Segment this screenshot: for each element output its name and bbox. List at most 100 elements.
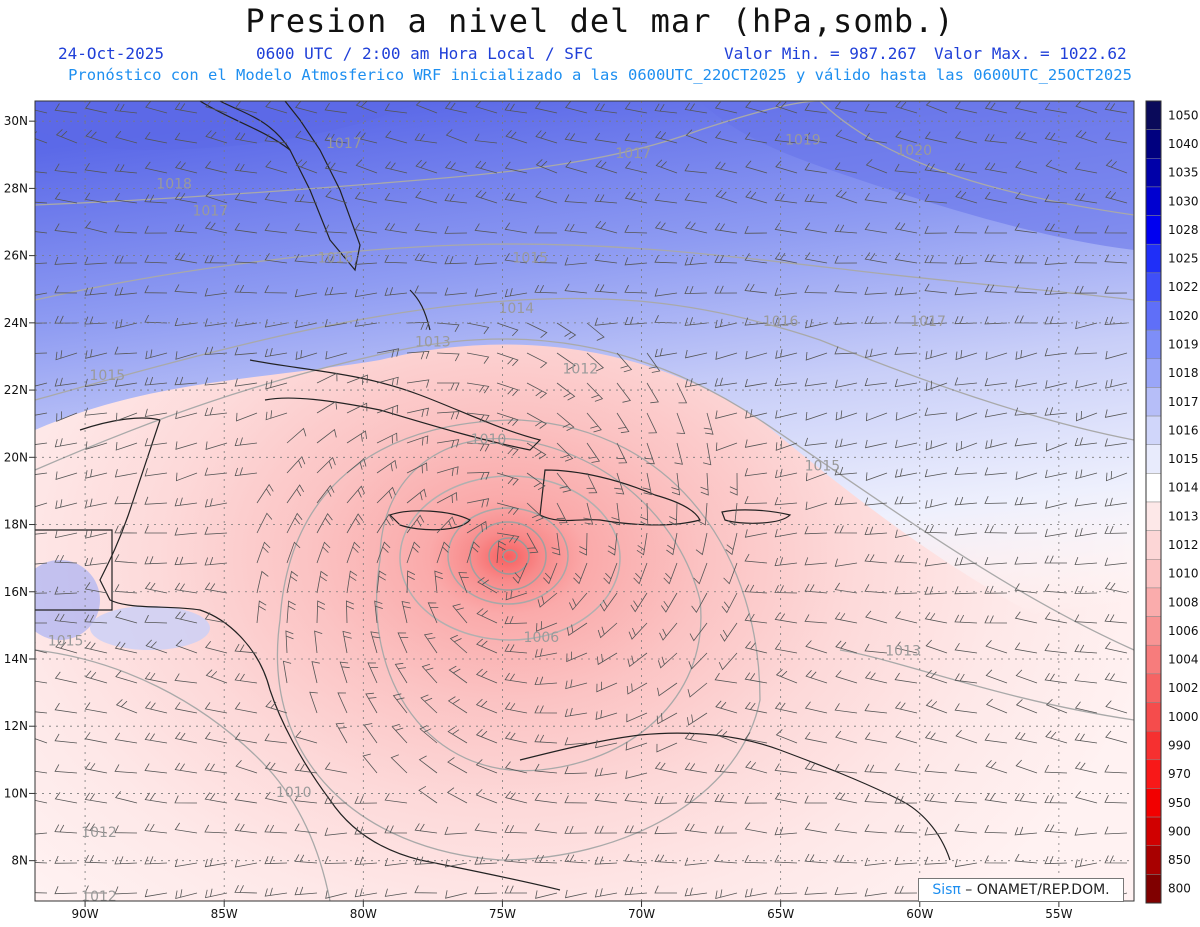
wind-barb [864, 192, 888, 204]
wind-barb [423, 633, 438, 654]
wind-barb [564, 854, 588, 864]
wind-barb [114, 255, 137, 264]
wind-barb [85, 529, 108, 539]
wind-barb [204, 377, 228, 386]
wind-barb [54, 192, 78, 204]
wind-barb [384, 793, 408, 804]
wind-barb [264, 133, 288, 144]
wind-barb [370, 631, 381, 654]
wind-barb [54, 586, 78, 595]
lat-tick-label: 22N [4, 383, 28, 397]
wind-barb [1075, 410, 1098, 422]
wind-barb [925, 499, 948, 509]
wind-barb [594, 253, 618, 264]
wind-barb [466, 541, 480, 564]
wind-barbs [35, 101, 1128, 900]
wind-barb [35, 201, 48, 204]
colorbar-label: 1016 [1168, 423, 1199, 437]
wind-barb [504, 702, 528, 714]
wind-barb [1074, 614, 1098, 624]
wind-barb [54, 163, 78, 174]
wind-barb [1104, 438, 1128, 447]
wind-barb [774, 497, 798, 506]
wind-barb [655, 159, 678, 174]
wind-barb [715, 700, 738, 714]
wind-barb [625, 770, 648, 779]
wind-barb [534, 854, 558, 864]
wind-barb [774, 468, 798, 479]
wind-barb [376, 404, 399, 416]
colorbar-swatch [1145, 100, 1162, 130]
isobar-label: 1010 [471, 432, 507, 448]
wind-barb [264, 285, 288, 294]
wind-barb [204, 255, 228, 264]
wind-barb [174, 223, 198, 234]
wind-barb [144, 556, 168, 565]
wind-barb [286, 600, 296, 624]
wind-barb [354, 826, 378, 835]
wind-barb [744, 283, 768, 294]
wind-barb [114, 103, 138, 114]
wind-barb [474, 288, 498, 297]
wind-barb [804, 583, 828, 594]
wind-barb [684, 349, 708, 359]
colorbar-label: 990 [1168, 738, 1191, 752]
wind-barb [714, 672, 738, 684]
wind-barb [1074, 527, 1098, 537]
wind-barb [684, 317, 708, 326]
wind-barb [684, 192, 708, 204]
wind-barb [654, 826, 678, 835]
wind-barb [1046, 442, 1068, 452]
lat-tick-label: 10N [4, 786, 28, 800]
wind-barb [294, 763, 318, 774]
wind-barb [346, 458, 367, 474]
wind-barb [834, 791, 858, 804]
wind-barb [85, 441, 108, 450]
wind-barb [234, 467, 258, 477]
wind-barb [175, 639, 198, 654]
wind-barb [475, 668, 498, 684]
wind-barb [144, 496, 168, 505]
wind-barb [414, 253, 438, 264]
wind-barb [984, 792, 1008, 804]
wind-barb [654, 288, 678, 297]
wind-barb [865, 610, 888, 624]
wind-barb [294, 793, 318, 804]
wind-barb [1075, 380, 1098, 389]
wind-barb [114, 584, 138, 594]
lat-tick-label: 28N [4, 181, 28, 195]
wind-barb [444, 287, 468, 296]
wind-barb [174, 762, 198, 774]
wind-barb [415, 190, 438, 204]
wind-barb [264, 319, 288, 328]
wind-barb [834, 496, 858, 506]
wind-barb [504, 824, 528, 834]
colorbar-swatch [1145, 415, 1162, 445]
colorbar: 1050 1040 1035 1030 1028 1025 1022 1020 1019 1018… [1145, 100, 1199, 904]
wind-barb [475, 759, 498, 774]
wind-barb [376, 570, 387, 594]
wind-barb [466, 471, 490, 481]
wind-barb [646, 352, 661, 373]
wind-barb [264, 347, 288, 358]
wind-barb [624, 284, 648, 294]
wind-barb [865, 412, 888, 422]
wind-barb [414, 885, 438, 894]
wind-barb [597, 622, 618, 639]
wind-barb [1014, 731, 1038, 744]
credit-pi: π [952, 882, 961, 898]
wind-barb [114, 825, 138, 834]
wind-barb [894, 824, 918, 834]
wind-barb [685, 129, 708, 144]
wind-barb [534, 255, 558, 264]
wind-barb [671, 472, 681, 496]
wind-barb [924, 255, 948, 264]
wind-barb [1044, 469, 1068, 479]
wind-barb [1074, 556, 1098, 566]
wind-barb [1104, 557, 1128, 566]
wind-barb [145, 639, 168, 654]
wind-barb [684, 762, 708, 774]
colorbar-label: 1018 [1168, 366, 1199, 380]
wind-barb [504, 672, 528, 684]
wind-barb [35, 738, 48, 744]
